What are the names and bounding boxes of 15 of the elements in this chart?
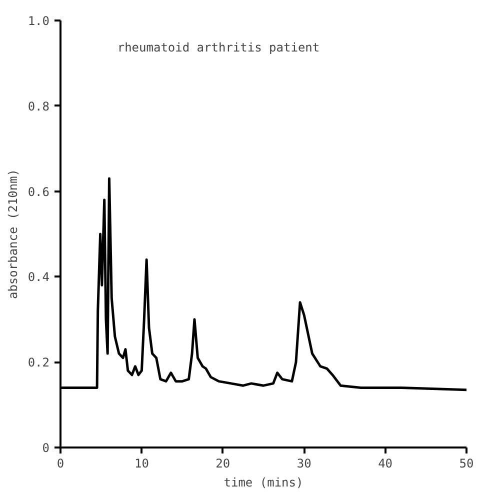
x-tick-label: 30 (296, 456, 312, 470)
y-tick-label: 0.8 (28, 99, 50, 114)
x-axis-title: time (mins) (224, 476, 304, 490)
x-tick-label: 40 (378, 456, 393, 470)
x-tick-label: 0 (56, 456, 64, 470)
y-tick-label: 0.6 (28, 184, 50, 199)
y-tick-label: 0.2 (28, 356, 50, 370)
x-tick-label: 20 (216, 456, 230, 470)
y-tick-label: 0 (42, 441, 50, 455)
y-axis-title: absorbance (210nm) (6, 168, 20, 300)
y-tick-label: 0.4 (28, 270, 50, 284)
x-tick-label: 10 (134, 456, 149, 470)
text: rheumatoid arthritis patient (117, 40, 320, 55)
x-tick-label: 50 (459, 456, 474, 470)
y-tick-label: 1.0 (28, 14, 50, 28)
